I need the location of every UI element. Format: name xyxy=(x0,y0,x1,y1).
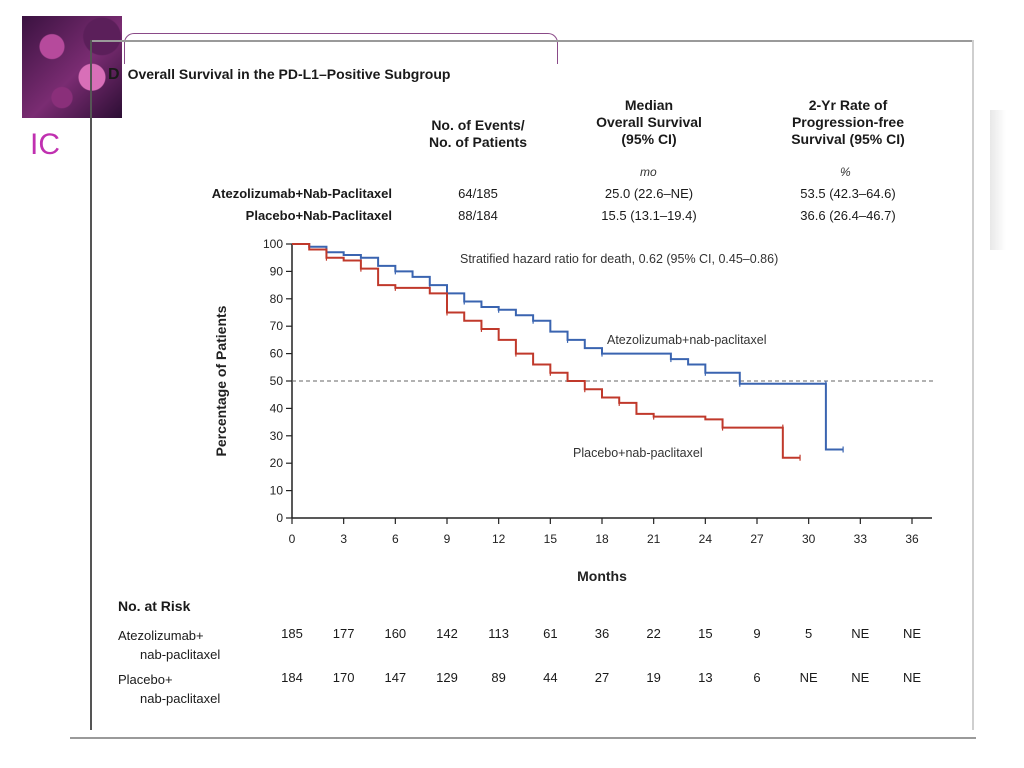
series-label-placebo: Placebo+nab-paclitaxel xyxy=(573,446,703,460)
x-tick-label: 21 xyxy=(647,532,661,546)
risk-value: 36 xyxy=(594,626,610,641)
slide-shadow xyxy=(990,110,1006,250)
cell-events-placebo: 88/184 xyxy=(458,208,498,223)
x-tick-label: 36 xyxy=(905,532,919,546)
y-tick-label: 50 xyxy=(270,374,284,388)
x-tick-label: 30 xyxy=(802,532,816,546)
panel-title: D Overall Survival in the PD-L1–Positive … xyxy=(108,66,450,84)
risk-value: 6 xyxy=(753,670,761,685)
y-tick-label: 100 xyxy=(263,237,283,251)
y-tick-label: 80 xyxy=(270,292,284,306)
hazard-ratio-annotation: Stratified hazard ratio for death, 0.62 … xyxy=(460,252,778,266)
x-tick-label: 12 xyxy=(492,532,506,546)
series-line-atezolizumab xyxy=(292,243,844,451)
risk-value: 19 xyxy=(646,670,661,685)
frame-top-border xyxy=(90,40,974,42)
unit-rate: % xyxy=(840,165,851,179)
logo-image xyxy=(22,16,122,118)
risk-value: 177 xyxy=(332,626,355,641)
y-tick-label: 0 xyxy=(276,511,283,525)
panel-letter: D xyxy=(108,66,120,83)
risk-label-atezolizumab-line2: nab-paclitaxel xyxy=(140,647,221,662)
header-events: No. of Events/ No. of Patients xyxy=(428,117,527,150)
risk-value: NE xyxy=(799,670,818,685)
risk-label-atezolizumab-line1: Atezolizumab+ xyxy=(118,628,204,643)
x-tick-label: 9 xyxy=(444,532,451,546)
y-tick-label: 60 xyxy=(270,347,284,361)
cell-rate-atezolizumab: 53.5 (42.3–64.6) xyxy=(800,186,896,201)
x-tick-label: 18 xyxy=(595,532,609,546)
row-label-placebo: Placebo+Nab-Paclitaxel xyxy=(245,208,392,223)
x-tick-label: 24 xyxy=(699,532,713,546)
risk-value: 5 xyxy=(805,626,813,641)
risk-value: NE xyxy=(851,626,870,641)
x-tick-label: 6 xyxy=(392,532,399,546)
risk-value: 184 xyxy=(281,670,303,685)
risk-value: 113 xyxy=(488,626,510,641)
frame-right-border xyxy=(972,40,974,730)
title-tab-outline xyxy=(124,33,558,64)
risk-value: 61 xyxy=(543,626,558,641)
x-tick-label: 3 xyxy=(340,532,347,546)
risk-label-atezolizumab: Atezolizumab+ nab-paclitaxel xyxy=(118,626,220,664)
risk-value: 147 xyxy=(384,670,407,685)
risk-value: 160 xyxy=(384,626,407,641)
risk-value: NE xyxy=(902,626,922,641)
risk-value: 44 xyxy=(543,670,558,685)
risk-value: 129 xyxy=(436,670,458,685)
risk-label-placebo-line2: nab-paclitaxel xyxy=(140,691,221,706)
x-tick-label: 15 xyxy=(544,532,558,546)
series-label-atezolizumab: Atezolizumab+nab-paclitaxel xyxy=(607,333,766,347)
row-label-atezolizumab: Atezolizumab+Nab-Paclitaxel xyxy=(211,186,392,201)
y-tick-label: 20 xyxy=(270,456,284,470)
risk-value: 27 xyxy=(594,670,610,685)
cell-median-atezolizumab: 25.0 (22.6–NE) xyxy=(604,186,694,201)
y-tick-label: 40 xyxy=(270,401,284,415)
panel-title-text: Overall Survival in the PD-L1–Positive S… xyxy=(127,66,451,82)
risk-label-placebo: Placebo+ nab-paclitaxel xyxy=(118,670,220,708)
series-line-placebo xyxy=(292,243,801,459)
risk-title: No. at Risk xyxy=(118,598,191,614)
risk-value: 9 xyxy=(753,626,761,641)
y-tick-label: 70 xyxy=(270,319,284,333)
unit-median: mo xyxy=(640,165,657,179)
risk-value: 142 xyxy=(436,626,458,641)
cell-rate-placebo: 36.6 (26.4–46.7) xyxy=(800,208,896,223)
y-tick-label: 10 xyxy=(270,484,284,498)
risk-value: 89 xyxy=(491,670,506,685)
risk-label-placebo-line1: Placebo+ xyxy=(118,672,173,687)
risk-value: 15 xyxy=(698,626,713,641)
risk-value: 170 xyxy=(332,670,355,685)
risk-value: NE xyxy=(902,670,922,685)
frame-left-border xyxy=(90,40,92,730)
risk-value: 22 xyxy=(646,626,661,641)
y-tick-label: 90 xyxy=(270,264,284,278)
header-median: Median Overall Survival (95% CI) xyxy=(596,97,702,147)
x-axis-title: Months xyxy=(577,568,627,584)
cell-events-atezolizumab: 64/185 xyxy=(458,186,498,201)
y-tick-label: 30 xyxy=(270,429,284,443)
risk-value: NE xyxy=(851,670,870,685)
frame-bottom-border xyxy=(70,737,976,739)
x-tick-label: 0 xyxy=(289,532,296,546)
risk-value: 13 xyxy=(698,670,713,685)
x-tick-label: 33 xyxy=(854,532,868,546)
cell-median-placebo: 15.5 (13.1–19.4) xyxy=(601,208,697,223)
y-axis-title: Percentage of Patients xyxy=(213,305,229,456)
logo-text: IC xyxy=(30,128,60,161)
header-rate: 2-Yr Rate of Progression-free Survival (… xyxy=(791,97,905,147)
x-tick-label: 27 xyxy=(750,532,764,546)
risk-value: 185 xyxy=(281,626,303,641)
